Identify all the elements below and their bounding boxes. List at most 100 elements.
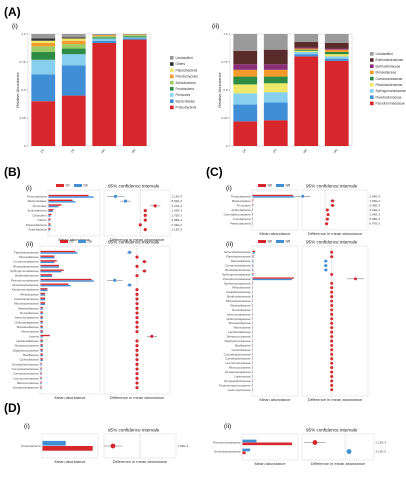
C-ii-bar-0 bbox=[252, 295, 254, 297]
B-i-pvalue: 2.14E-3 bbox=[172, 194, 183, 198]
A-i-legend-label: Unclassified bbox=[176, 56, 193, 60]
A-ii-bar-W0-3 bbox=[294, 50, 319, 52]
A-i-bar-D8-7 bbox=[61, 37, 86, 39]
B-i-category-label: Firmicutes bbox=[33, 204, 47, 208]
A-ii-legend-label: Moraxellaceae bbox=[376, 71, 397, 75]
C-i-ci-point bbox=[301, 194, 305, 198]
B-ii-category-label: Vibrionaceae bbox=[21, 330, 39, 334]
C-ii-category-label: Staphylococcaceae bbox=[224, 339, 250, 343]
C-ii-category-label: Moraxellaceae bbox=[231, 259, 251, 263]
sub-label-c-ii: (ii) bbox=[226, 241, 233, 248]
C-i-pvalue: 3.34E-2 bbox=[370, 208, 381, 212]
B-ii-ci-point bbox=[135, 330, 139, 334]
A-i-xtick-label: D0 bbox=[39, 148, 45, 154]
B-ii-category-label: Moraxellaceae bbox=[19, 255, 39, 259]
B-ii-bar-0 bbox=[40, 297, 46, 299]
C-ii-bar-0 bbox=[252, 272, 254, 275]
A-i-bar-W0-4 bbox=[92, 36, 117, 38]
C-ii-ci-point bbox=[330, 361, 334, 365]
A-i-legend-label: Others bbox=[176, 62, 186, 66]
B-ii-bar-0 bbox=[40, 376, 42, 379]
A-ii-bar-W0-7 bbox=[294, 41, 319, 48]
A-i-ytick-label: 1.0 bbox=[21, 32, 26, 36]
B-i-category-label: Actinobacteria bbox=[27, 209, 46, 213]
C-ii-bar-1 bbox=[252, 265, 254, 267]
B-i-pvalue: 8.92E-3 bbox=[172, 199, 183, 203]
B-i-bar-1 bbox=[48, 224, 51, 227]
A-i-legend-label: Bacteroidetes bbox=[176, 99, 196, 103]
A-ii-ylabel: Relative Abundance bbox=[217, 71, 222, 107]
C-i-category-label: Fusobacteria bbox=[233, 217, 251, 221]
A-ii-bar-W8-1 bbox=[324, 58, 349, 61]
C-ii-category-label: Erysipelotrichaceae bbox=[224, 379, 251, 383]
B-ii-ci-point bbox=[135, 325, 139, 329]
C-i-ci-point bbox=[331, 199, 335, 203]
sub-label-d-ii: (ii) bbox=[224, 423, 231, 430]
C-ii-category-label: Shewanellaceae bbox=[228, 321, 250, 325]
B-ii-category-label: Corynebacteriaceae bbox=[12, 367, 39, 371]
B-ii-ci-point bbox=[150, 334, 154, 338]
C-i-category-label: Patescibacteria bbox=[230, 222, 251, 226]
B-ii-bar-1 bbox=[40, 317, 43, 320]
B-ii-bar-1 bbox=[40, 387, 42, 390]
B-ii-ci-point bbox=[135, 255, 139, 259]
B-ii-bar-0 bbox=[40, 306, 43, 309]
C-ii-ci-point bbox=[330, 290, 334, 294]
B-i-ci-xlabel: Difference in mean abundance bbox=[110, 237, 165, 242]
A-ii-ytick-label: 1.0 bbox=[223, 32, 228, 36]
C-ii-category-label: Weeksellaceae bbox=[230, 303, 251, 307]
A-ii-legend-swatch bbox=[370, 95, 374, 99]
C-i-category-label: Firmicutes bbox=[237, 203, 251, 207]
B-ii-bar-1 bbox=[40, 275, 53, 278]
A-i-legend-swatch bbox=[170, 56, 174, 60]
A-i-bar-D0-8 bbox=[31, 34, 56, 39]
B-i-bar-1 bbox=[48, 229, 50, 232]
A-i-bar-D8-1 bbox=[61, 65, 86, 96]
B-i-bar-1 bbox=[48, 196, 94, 198]
B-ii-bar-0 bbox=[40, 358, 43, 360]
A-ii-legend-swatch bbox=[370, 58, 374, 62]
B-ii-bar-1 bbox=[40, 336, 43, 338]
A-ii-bar-W8-4 bbox=[324, 51, 349, 55]
sub-label-c-i: (i) bbox=[226, 185, 232, 192]
C-ii-ci-point bbox=[330, 383, 334, 387]
B-i-bar-0 bbox=[48, 213, 52, 216]
B-ii-bar-1 bbox=[40, 383, 42, 385]
C-ii-bar-1 bbox=[252, 252, 256, 254]
A-i-bar-W0-3 bbox=[92, 37, 117, 39]
A-ii-bar-D0-7 bbox=[233, 50, 258, 65]
B-i-bar-1 bbox=[48, 201, 76, 203]
panel-letter-c: (C) bbox=[206, 165, 223, 179]
A-ii-bar-W8-5 bbox=[324, 49, 349, 52]
C-ii-category-label: Sphingomonadaceae bbox=[222, 272, 251, 276]
B-ii-ci-point bbox=[128, 250, 132, 254]
B-ii-bar-1 bbox=[40, 280, 94, 282]
B-ii-bar-1 bbox=[40, 308, 43, 310]
B-ii-bar-0 bbox=[40, 302, 46, 304]
D-i-category-label: Proteobacteria bbox=[21, 444, 41, 448]
B-ii-ci-point bbox=[135, 348, 139, 352]
B-ii-ci-point bbox=[135, 367, 139, 371]
C-ii-category-label: Aeromonadaceae bbox=[227, 312, 251, 316]
A-i-bar-W8-4 bbox=[122, 35, 147, 37]
D-i-bar-0 bbox=[42, 440, 66, 446]
C-ii-category-label: Caulobacteraceae bbox=[226, 290, 251, 294]
C-i-xlabel: Mean abundance bbox=[260, 231, 292, 236]
panel-letter-a: (A) bbox=[4, 5, 21, 19]
B-i-ci-point bbox=[123, 199, 128, 203]
D-i-ci-point bbox=[110, 443, 116, 449]
B-ii-bar-0 bbox=[40, 386, 42, 388]
C-ii-category-label: Micrococcaceae bbox=[229, 366, 251, 370]
C-ii-category-label: Leuconostocaceae bbox=[225, 361, 251, 365]
A-i-legend-label: Planctomycetes bbox=[176, 75, 199, 79]
C-ii-ci-point bbox=[330, 281, 334, 285]
B-ii-category-label: Weeksellaceae bbox=[18, 306, 39, 310]
B-ii-ci-point bbox=[135, 274, 139, 278]
C-ii-ci-point bbox=[330, 272, 334, 276]
D-ii-pvalue: 2.21E-3 bbox=[376, 441, 387, 445]
C-ii-category-label: Intrasporangiaceae bbox=[225, 370, 251, 374]
sub-label-b-i: (i) bbox=[26, 185, 32, 192]
C-i-title: 95% confidence intervals bbox=[306, 184, 358, 189]
A-ii-bar-D8-5 bbox=[263, 69, 288, 77]
B-ii-bar-1 bbox=[40, 285, 71, 287]
